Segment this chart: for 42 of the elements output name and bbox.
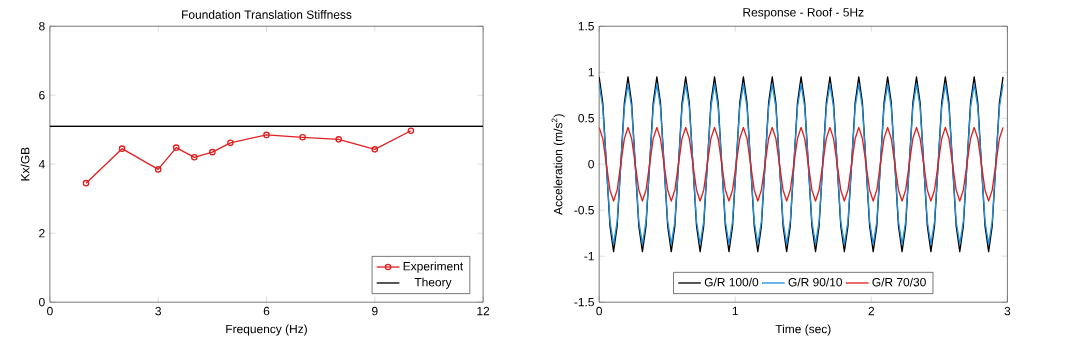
y-tick-label: 0.5 (578, 113, 594, 123)
x-tick-label: 0 (596, 306, 603, 316)
legend-label: G/R 90/10 (788, 277, 843, 287)
y-axis-title: Kx/GB (20, 147, 30, 181)
x-tick-label: 0 (47, 306, 53, 316)
y-tick-label: 1 (588, 68, 594, 77)
y-tick-label: -1 (584, 252, 594, 261)
legend-label: Theory (414, 277, 452, 289)
legend-label: G/R 100/0 (704, 277, 759, 287)
chart-title: Response - Roof - 5Hz (743, 7, 864, 19)
x-tick-label: 3 (1004, 306, 1011, 316)
point (227, 139, 234, 147)
point (263, 131, 270, 139)
point (172, 144, 180, 151)
y-tick-label: 8 (39, 21, 45, 31)
y-tick-label: 4 (38, 160, 45, 169)
x-tick-label: 2 (868, 306, 875, 316)
y-tick-label: -1.5 (574, 297, 594, 307)
point (209, 148, 216, 156)
x-tick-label: 12 (477, 306, 490, 316)
x-tick-label: 9 (372, 306, 378, 316)
legend-label: Experiment (403, 261, 464, 273)
y-tick-label: 0 (39, 297, 45, 307)
x-axis-title: Frequency (Hz) (226, 324, 307, 336)
y-tick-label: 1.5 (578, 22, 594, 31)
y-tick-label: 2 (39, 228, 45, 238)
point (335, 136, 343, 143)
point (371, 146, 379, 153)
y-tick-label: 6 (39, 90, 45, 100)
x-tick-label: 6 (263, 306, 270, 316)
point (118, 145, 126, 152)
x-tick-label: 1 (732, 306, 738, 316)
x-tick-label: 3 (155, 306, 161, 316)
y-tick-label: 0 (588, 159, 594, 169)
point (299, 133, 306, 141)
x-axis-title: Time (sec) (775, 324, 831, 336)
point (154, 166, 162, 173)
y-axis-title: Acceleration (m/s$^{2}$) (551, 114, 565, 215)
point (190, 153, 198, 161)
chart-title: Foundation Translation Stiffness (182, 10, 352, 19)
legend-label: G/R 70/30 (872, 277, 926, 287)
y-tick-label: -0.5 (574, 205, 594, 215)
